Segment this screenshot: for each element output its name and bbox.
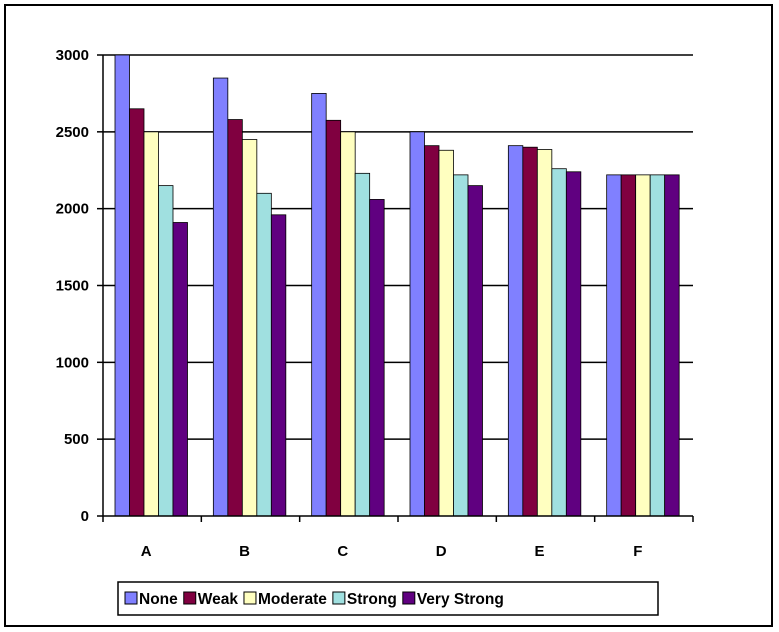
- bar-none-b: [212, 77, 229, 517]
- legend-swatch: [332, 591, 346, 605]
- bar-moderate-b: [241, 139, 258, 517]
- x-tick-label: B: [239, 543, 250, 560]
- legend-label: Strong: [347, 591, 397, 608]
- x-tick-label: D: [436, 543, 447, 560]
- x-tick-label: E: [534, 543, 544, 560]
- legend-box: [117, 581, 659, 616]
- bar-very-strong-b: [270, 214, 287, 517]
- legend-swatch: [124, 591, 138, 605]
- bar-strong-a: [158, 185, 174, 517]
- bars: [114, 54, 680, 517]
- bar-none-a: [114, 54, 130, 517]
- bar-moderate-c: [340, 131, 356, 517]
- legend-label: Weak: [198, 591, 239, 608]
- legend-label: Moderate: [258, 591, 327, 608]
- bar-moderate-e: [536, 149, 553, 517]
- x-tick-label: C: [337, 543, 348, 560]
- y-tick-label: 500: [64, 431, 89, 448]
- bar-strong-b: [256, 192, 272, 517]
- bar-strong-e: [551, 168, 567, 517]
- y-tick-label: 0: [81, 508, 89, 525]
- legend-swatch: [402, 591, 416, 605]
- bar-very-strong-e: [565, 171, 582, 517]
- bar-strong-d: [453, 174, 469, 517]
- axes: [97, 54, 694, 522]
- bar-weak-f: [620, 174, 637, 517]
- bar-none-c: [311, 93, 327, 517]
- bar-strong-c: [354, 172, 371, 517]
- bar-weak-a: [129, 108, 145, 517]
- legend-swatch: [183, 591, 197, 605]
- legend-label: None: [139, 591, 178, 608]
- bar-strong-f: [649, 174, 666, 517]
- y-tick-label: 2000: [56, 201, 89, 218]
- x-tick-label: F: [633, 543, 642, 560]
- bar-very-strong-f: [664, 174, 680, 517]
- y-tick-label: 1500: [56, 278, 89, 295]
- y-tick-label: 1000: [56, 354, 89, 371]
- bar-very-strong-d: [467, 185, 483, 517]
- bar-very-strong-a: [172, 222, 188, 517]
- bar-weak-c: [325, 119, 342, 517]
- bar-weak-e: [522, 146, 538, 517]
- bar-very-strong-c: [369, 199, 385, 517]
- bar-none-f: [606, 174, 622, 517]
- y-tick-label: 3000: [56, 47, 89, 64]
- legend-label: Very Strong: [417, 591, 504, 608]
- bar-weak-b: [227, 119, 243, 517]
- bar-none-e: [507, 145, 524, 517]
- x-tick-label: A: [141, 543, 152, 560]
- bar-moderate-d: [438, 149, 454, 517]
- legend-swatch: [243, 591, 257, 605]
- gridlines: [103, 54, 693, 440]
- bar-moderate-f: [635, 174, 651, 517]
- bar-none-d: [409, 131, 425, 517]
- bar-moderate-a: [143, 131, 159, 517]
- tick-labels: 0 500 1000 1500 2000 2500 3000 A B C D E F: [56, 47, 643, 560]
- bar-weak-d: [424, 145, 440, 517]
- legend: None Weak Moderate Strong Very Strong: [117, 581, 659, 616]
- y-tick-label: 2500: [56, 124, 89, 141]
